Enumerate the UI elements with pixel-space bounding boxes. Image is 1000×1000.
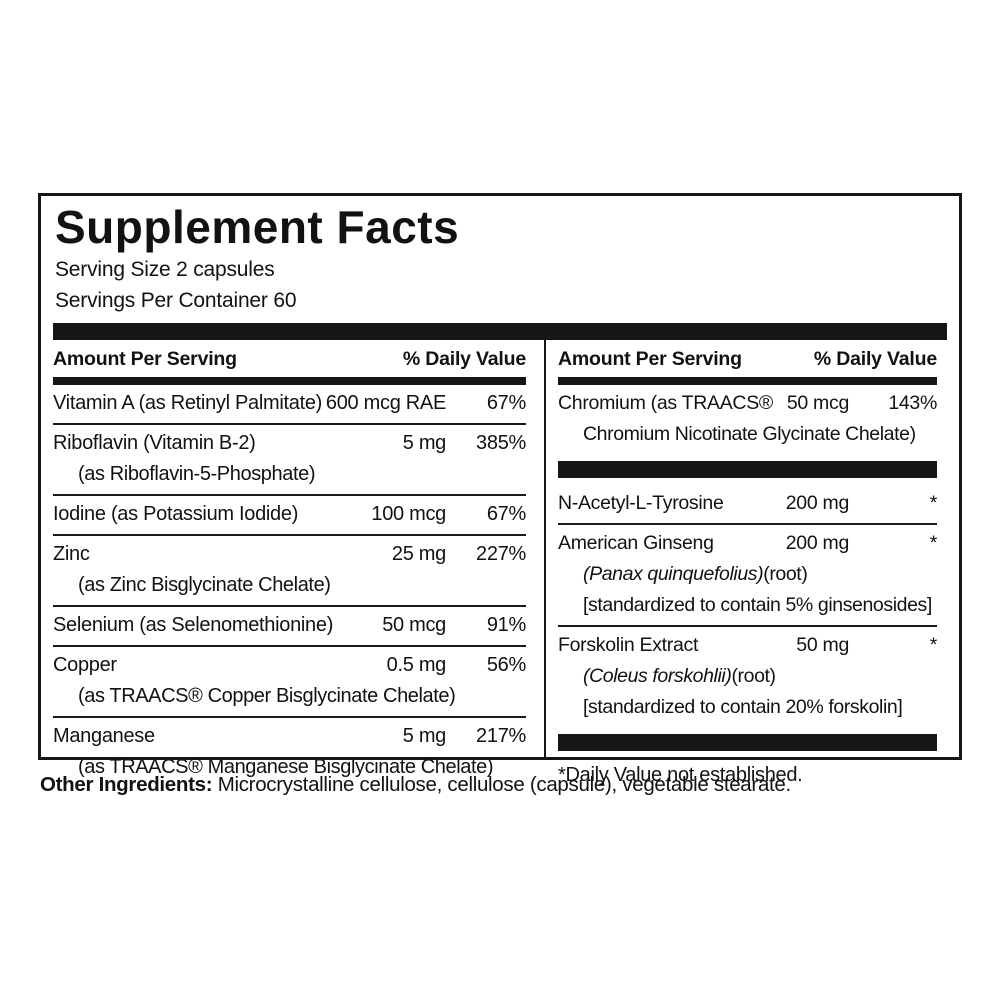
nutrient-name: American Ginseng [558, 532, 714, 554]
plant-part: (root) [731, 665, 776, 687]
nutrient-daily-value: * [929, 492, 938, 514]
nutrient-row-riboflavin: Riboflavin (Vitamin B-2) 5 mg 385% (as R… [53, 425, 526, 496]
nutrient-amount: 50 mg [796, 634, 849, 656]
botanical-name: (Panax quinquefolius) [583, 563, 764, 585]
nutrient-source-subline: (as TRAACS® Manganese Bisglycinate Chela… [78, 756, 494, 778]
nutrient-amount: 50 mcg [786, 392, 849, 414]
nutrient-daily-value: 217% [476, 725, 526, 747]
nutrient-row-manganese: Manganese 5 mg 217% (as TRAACS® Manganes… [53, 718, 526, 787]
nutrient-name: Zinc [53, 543, 90, 565]
botanical-subline: (Panax quinquefolius)(root) [558, 559, 937, 590]
other-ingredients-label: Other Ingredients: [40, 773, 213, 796]
header-underline-bar [53, 377, 526, 385]
nutrient-row-forskolin-extract: Forskolin Extract 50 mg * (Coleus forsko… [558, 627, 937, 727]
header-underline-bar [558, 377, 937, 385]
nutrient-source-subline: Chromium Nicotinate Glycinate Chelate) [583, 423, 916, 445]
nutrient-name: N-Acetyl-L-Tyrosine [558, 492, 724, 514]
header-amount-label: Amount Per Serving [558, 348, 742, 370]
nutrient-amount: 5 mg [402, 432, 447, 454]
nutrient-source-subline: (as TRAACS® Copper Bisglycinate Chelate) [78, 685, 456, 707]
nutrient-name: Chromium (as TRAACS® [558, 392, 773, 414]
supplement-facts-panel: Supplement Facts Serving Size 2 capsules… [38, 193, 962, 786]
top-divider-bar [53, 323, 947, 340]
nutrient-name: Selenium (as Selenomethionine) [53, 614, 334, 636]
nutrient-daily-value: 227% [476, 543, 526, 565]
nutrient-name: Manganese [53, 725, 155, 747]
nutrient-daily-value: 56% [486, 654, 526, 676]
nutrient-amount: 200 mg [785, 492, 850, 514]
right-column-header: Amount Per Serving % Daily Value [558, 340, 937, 377]
serving-size-line: Serving Size 2 capsules [55, 258, 275, 281]
nutrient-daily-value: * [929, 532, 938, 554]
botanical-subline: (Coleus forskohlii)(root) [558, 661, 937, 692]
left-column: Amount Per Serving % Daily Value Vitamin… [41, 340, 544, 778]
nutrient-amount: 25 mg [391, 543, 446, 565]
section-divider-bar [558, 461, 937, 478]
left-column-header: Amount Per Serving % Daily Value [53, 340, 526, 377]
nutrient-amount: 0.5 mg [386, 654, 447, 676]
column-divider [544, 340, 546, 757]
standardization-subline: [standardized to contain 20% forskolin] [583, 696, 903, 718]
botanical-name: (Coleus forskohlii) [583, 665, 732, 687]
nutrient-row-n-acetyl-l-tyrosine: N-Acetyl-L-Tyrosine 200 mg * [558, 485, 937, 525]
nutrient-daily-value: 143% [888, 392, 937, 414]
standardization-subline: [standardized to contain 5% ginsenosides… [583, 594, 932, 616]
nutrient-name: Copper [53, 654, 117, 676]
nutrient-daily-value: 67% [486, 503, 526, 525]
section-divider-bar [558, 734, 937, 751]
daily-value-footnote: *Daily Value not established. [558, 764, 803, 786]
nutrient-amount: 50 mcg [382, 614, 446, 636]
nutrient-row-zinc: Zinc 25 mg 227% (as Zinc Bisglycinate Ch… [53, 536, 526, 607]
nutrient-name: Riboflavin (Vitamin B-2) [53, 432, 256, 454]
nutrient-row-chromium: Chromium (as TRAACS® 50 mcg 143% Chromiu… [558, 385, 937, 454]
servings-per-container-line: Servings Per Container 60 [55, 289, 297, 312]
nutrient-row-copper: Copper 0.5 mg 56% (as TRAACS® Copper Bis… [53, 647, 526, 718]
other-ingredients-line: Other Ingredients: Microcrystalline cell… [40, 770, 791, 800]
nutrient-row-iodine: Iodine (as Potassium Iodide) 100 mcg 67% [53, 496, 526, 536]
nutrient-daily-value: * [929, 634, 938, 656]
columns-container: Amount Per Serving % Daily Value Vitamin… [41, 340, 959, 786]
nutrient-name: Forskolin Extract [558, 634, 699, 656]
right-column: Amount Per Serving % Daily Value Chromiu… [546, 340, 959, 786]
header-daily-value-label: % Daily Value [813, 348, 937, 370]
nutrient-source-subline: (as Zinc Bisglycinate Chelate) [78, 574, 331, 596]
nutrient-source-subline: (as Riboflavin-5-Phosphate) [78, 463, 316, 485]
header-daily-value-label: % Daily Value [402, 348, 526, 370]
nutrient-amount: 100 mcg [371, 503, 446, 525]
header-amount-label: Amount Per Serving [53, 348, 237, 370]
nutrient-daily-value: 67% [486, 392, 526, 414]
nutrient-row-selenium: Selenium (as Selenomethionine) 50 mcg 91… [53, 607, 526, 647]
nutrient-row-vitamin-a: Vitamin A (as Retinyl Palmitate) 600 mcg… [53, 385, 526, 425]
nutrient-daily-value: 91% [486, 614, 526, 636]
nutrient-name: Vitamin A (as Retinyl Palmitate) [53, 392, 323, 414]
nutrient-name: Iodine (as Potassium Iodide) [53, 503, 299, 525]
nutrient-amount: 200 mg [785, 532, 850, 554]
panel-title: Supplement Facts [55, 201, 460, 253]
nutrient-amount: 5 mg [402, 725, 447, 747]
plant-part: (root) [763, 563, 808, 585]
nutrient-daily-value: 385% [476, 432, 526, 454]
nutrient-amount: 600 mcg RAE [325, 392, 446, 414]
other-ingredients-text: Microcrystalline cellulose, cellulose (c… [212, 773, 792, 796]
nutrient-row-american-ginseng: American Ginseng 200 mg * (Panax quinque… [558, 525, 937, 627]
